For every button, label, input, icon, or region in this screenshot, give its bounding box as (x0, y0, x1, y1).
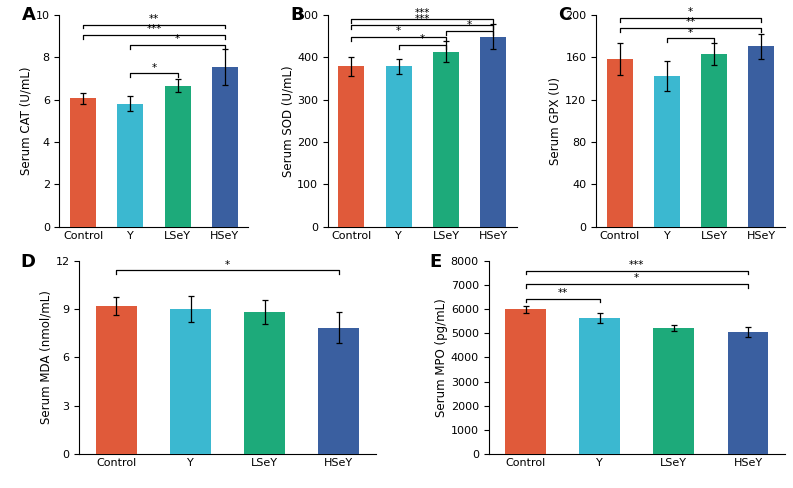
Text: *: * (175, 34, 180, 44)
Text: *: * (225, 260, 230, 270)
Bar (212, 67, 238, 227)
Bar (728, 332, 768, 454)
Text: *: * (467, 20, 472, 30)
Bar (749, 46, 775, 227)
Y-axis label: Serum SOD (U/mL): Serum SOD (U/mL) (282, 65, 294, 177)
Bar (580, 318, 620, 454)
Text: ***: *** (415, 14, 430, 24)
Bar (318, 328, 359, 454)
Text: *: * (688, 28, 693, 38)
Text: *: * (151, 62, 156, 73)
Text: *: * (688, 7, 693, 18)
Bar (244, 312, 285, 454)
Text: ***: *** (629, 260, 645, 270)
Text: **: ** (149, 14, 159, 24)
Bar (339, 66, 365, 227)
Bar (654, 76, 680, 227)
Text: **: ** (557, 288, 568, 298)
Text: E: E (429, 253, 442, 271)
Bar (607, 59, 633, 227)
Bar (385, 66, 412, 227)
Bar (505, 309, 546, 454)
Bar (701, 54, 727, 227)
Text: A: A (21, 6, 36, 24)
Bar (480, 37, 506, 227)
Text: *: * (419, 34, 425, 44)
Text: *: * (634, 273, 639, 284)
Bar (117, 104, 144, 227)
Text: ***: *** (415, 8, 430, 18)
Text: **: ** (685, 17, 695, 27)
Text: *: * (396, 26, 401, 37)
Bar (653, 328, 694, 454)
Y-axis label: Serum MPO (pg/mL): Serum MPO (pg/mL) (435, 298, 448, 417)
Text: ***: *** (146, 24, 162, 35)
Text: D: D (20, 253, 35, 271)
Bar (165, 86, 190, 227)
Y-axis label: Serum MDA (nmol/mL): Serum MDA (nmol/mL) (40, 290, 52, 425)
Y-axis label: Serum CAT (U/mL): Serum CAT (U/mL) (20, 66, 33, 175)
Bar (170, 309, 211, 454)
Text: C: C (558, 6, 572, 24)
Bar (433, 52, 459, 227)
Text: B: B (290, 6, 304, 24)
Bar (96, 306, 136, 454)
Y-axis label: Serum GPX (U): Serum GPX (U) (550, 77, 562, 165)
Bar (70, 99, 96, 227)
